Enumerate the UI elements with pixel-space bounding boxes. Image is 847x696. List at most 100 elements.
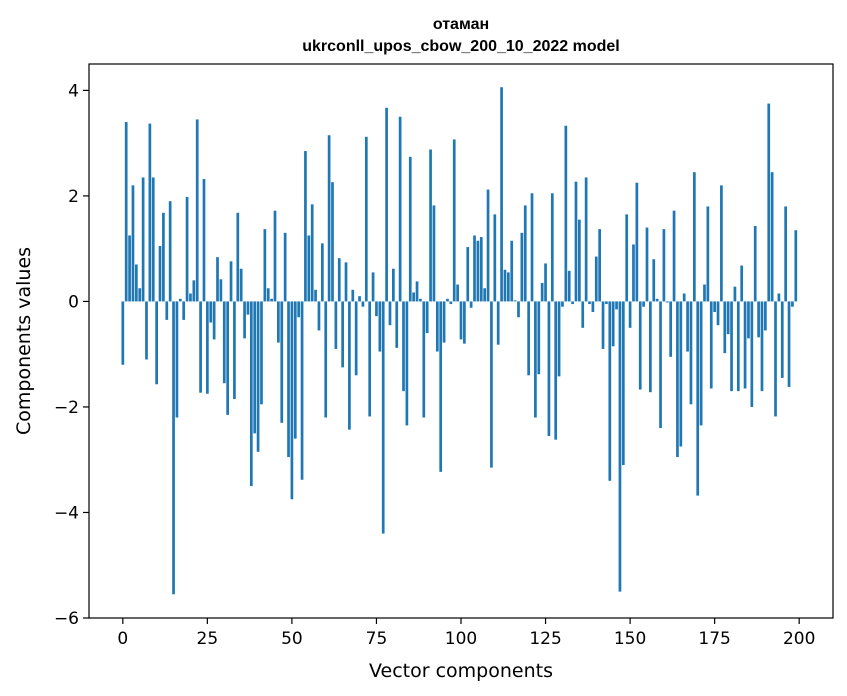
bar bbox=[202, 179, 206, 302]
bar bbox=[628, 301, 632, 328]
bar bbox=[388, 301, 392, 326]
bar bbox=[621, 301, 625, 465]
bar bbox=[767, 103, 771, 302]
x-axis-ticks: 0 25 50 75 100 125 150 175 200 bbox=[117, 618, 815, 649]
bar bbox=[736, 301, 740, 392]
bar bbox=[446, 298, 449, 302]
bar bbox=[398, 116, 402, 302]
bar bbox=[327, 135, 331, 302]
bar bbox=[266, 288, 270, 302]
chart-title: отаман bbox=[433, 16, 489, 33]
bar bbox=[229, 261, 233, 302]
bar bbox=[222, 301, 226, 384]
bar bbox=[723, 301, 727, 354]
bar bbox=[412, 292, 416, 302]
bar bbox=[392, 268, 395, 302]
bar bbox=[740, 265, 744, 302]
bar bbox=[791, 301, 794, 307]
bar bbox=[317, 301, 321, 331]
x-tick-label: 0 bbox=[117, 629, 128, 649]
bar bbox=[544, 263, 547, 302]
x-tick-label: 75 bbox=[366, 629, 388, 649]
bar bbox=[283, 232, 287, 302]
bar bbox=[419, 298, 422, 302]
bar bbox=[162, 212, 165, 302]
bar bbox=[672, 210, 676, 302]
bar bbox=[662, 229, 666, 302]
bar bbox=[290, 301, 294, 500]
bar bbox=[439, 301, 443, 472]
bar bbox=[469, 301, 473, 308]
bar bbox=[730, 301, 733, 392]
bar bbox=[425, 301, 429, 334]
bar bbox=[770, 172, 774, 302]
bar bbox=[293, 301, 297, 439]
bar bbox=[121, 301, 125, 365]
bar bbox=[733, 286, 737, 302]
bar bbox=[608, 301, 612, 481]
bar bbox=[256, 301, 260, 452]
bar bbox=[371, 272, 375, 302]
bar bbox=[260, 301, 263, 405]
bar bbox=[337, 258, 341, 302]
bar bbox=[138, 288, 142, 302]
bar bbox=[513, 300, 517, 302]
bar bbox=[523, 205, 527, 302]
bar bbox=[615, 301, 618, 310]
bar bbox=[334, 301, 338, 349]
bar bbox=[537, 301, 541, 375]
y-tick-label: −2 bbox=[54, 398, 79, 418]
bar bbox=[182, 301, 186, 320]
bar bbox=[611, 301, 615, 347]
bar bbox=[324, 301, 328, 418]
bar bbox=[530, 193, 534, 302]
bar bbox=[794, 230, 798, 302]
bar bbox=[219, 279, 223, 302]
bar bbox=[564, 125, 568, 302]
bar bbox=[239, 268, 243, 302]
bar bbox=[314, 289, 317, 302]
bar bbox=[351, 289, 355, 302]
y-tick-label: −6 bbox=[54, 609, 79, 629]
bar bbox=[385, 107, 388, 302]
bar bbox=[493, 214, 497, 302]
bar bbox=[408, 156, 412, 302]
bar bbox=[361, 301, 365, 307]
bar bbox=[764, 301, 767, 331]
bar bbox=[128, 235, 131, 302]
bar bbox=[699, 301, 703, 426]
bar bbox=[588, 301, 591, 305]
bar bbox=[263, 229, 267, 302]
bar bbox=[747, 301, 750, 339]
bar bbox=[554, 301, 558, 440]
bar bbox=[476, 240, 480, 302]
bar bbox=[605, 301, 608, 305]
bar bbox=[720, 185, 723, 302]
bar bbox=[753, 225, 757, 302]
bar bbox=[571, 301, 574, 305]
bar bbox=[503, 269, 507, 302]
bar bbox=[206, 301, 209, 394]
bar bbox=[638, 301, 642, 390]
bar bbox=[547, 301, 551, 436]
bar bbox=[716, 301, 720, 326]
bar bbox=[689, 301, 693, 405]
bar bbox=[479, 237, 483, 302]
bar bbox=[669, 301, 673, 357]
bar bbox=[459, 301, 463, 340]
bar bbox=[726, 301, 730, 335]
bar bbox=[743, 301, 747, 389]
x-tick-label: 150 bbox=[614, 629, 646, 649]
bar bbox=[287, 301, 290, 458]
bar bbox=[304, 151, 307, 302]
bar bbox=[280, 301, 284, 423]
bar bbox=[496, 301, 500, 345]
bar bbox=[567, 270, 571, 302]
bar bbox=[676, 301, 679, 458]
bar bbox=[578, 219, 581, 302]
bar bbox=[774, 301, 777, 417]
bar bbox=[452, 139, 456, 302]
bar bbox=[703, 284, 706, 302]
bar bbox=[449, 301, 453, 305]
bar bbox=[395, 301, 399, 348]
